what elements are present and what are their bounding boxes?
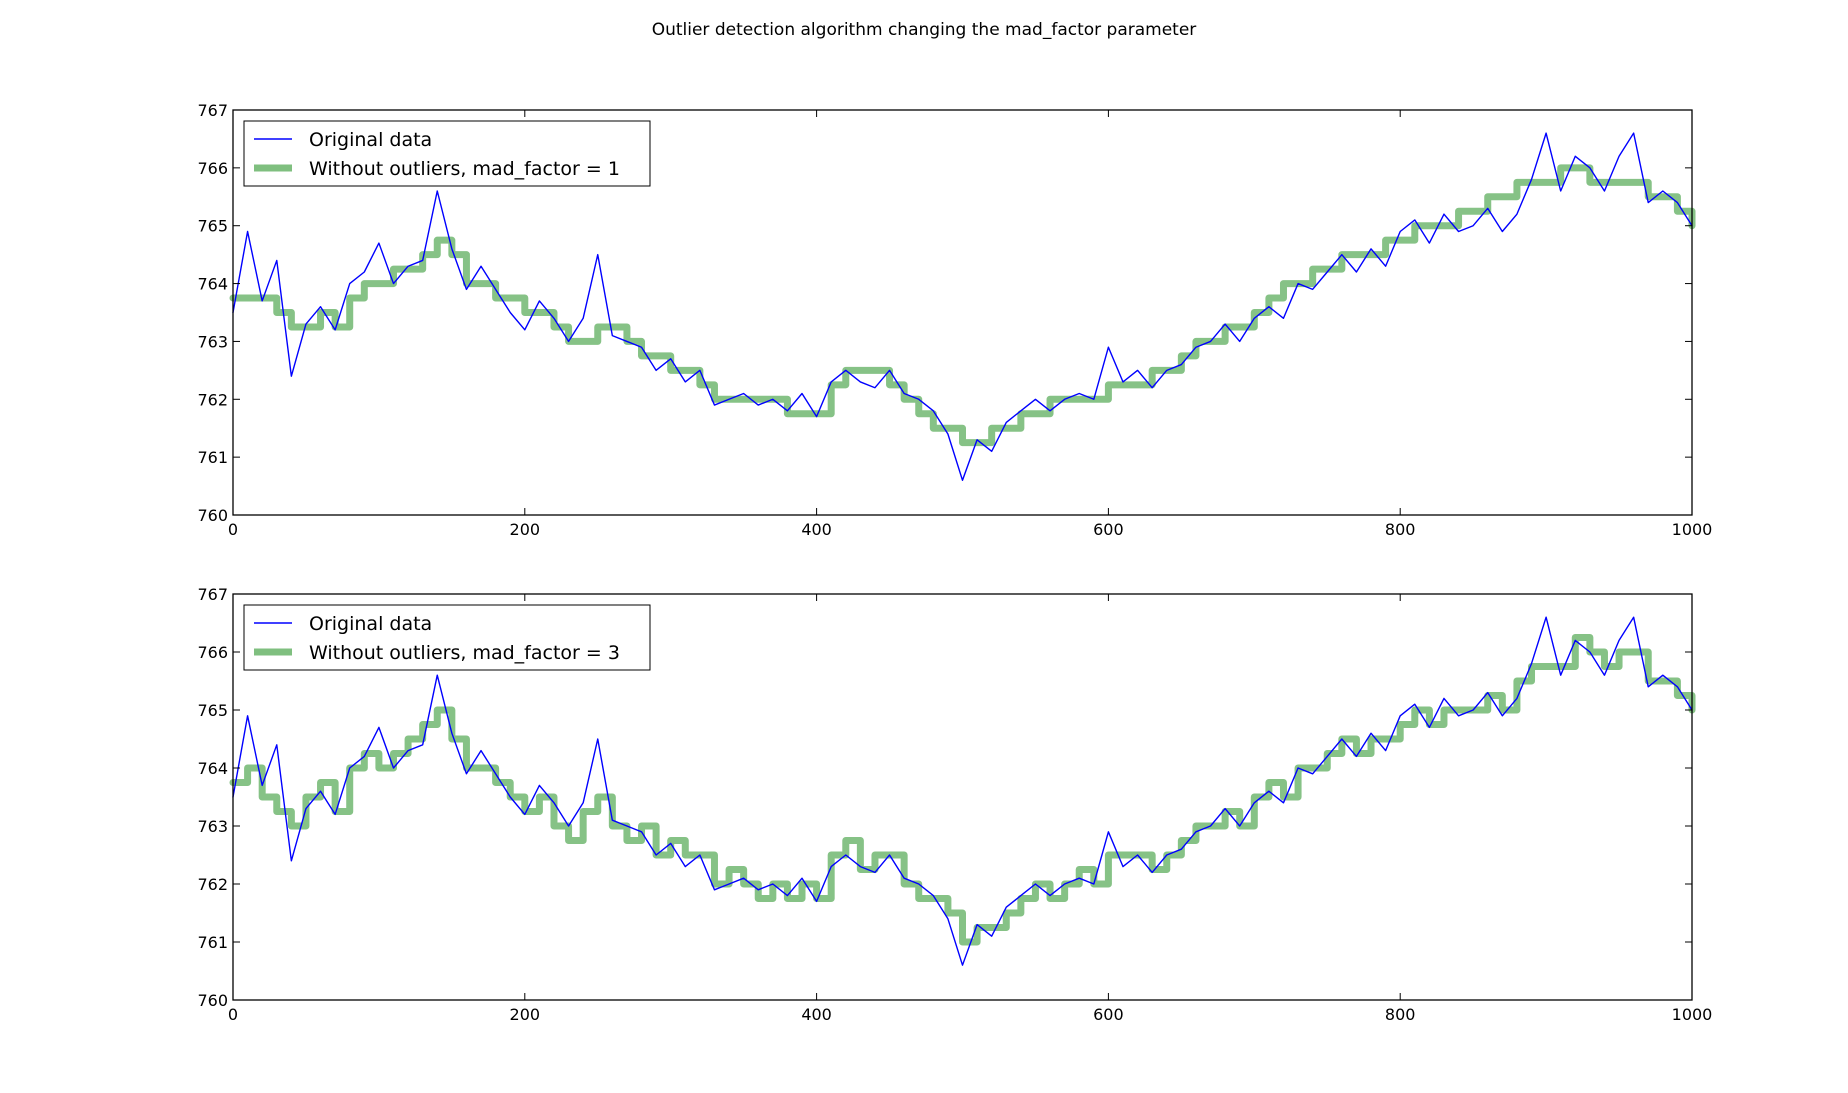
x-tick-label: 0 bbox=[228, 520, 238, 539]
y-tick-label: 764 bbox=[197, 759, 228, 778]
y-tick-label: 762 bbox=[197, 390, 228, 409]
x-tick-label: 800 bbox=[1385, 1005, 1416, 1024]
subplot-top: 0 200 400 600 800 1000 760 761 762 763 764 765 766 76… bbox=[197, 101, 1712, 539]
x-tick-label: 800 bbox=[1385, 520, 1416, 539]
y-tick-label: 763 bbox=[197, 332, 228, 351]
y-tick-label: 764 bbox=[197, 275, 228, 294]
x-tick-label: 1000 bbox=[1672, 1005, 1713, 1024]
series-line-filtered bbox=[229, 164, 1696, 447]
legend-label: Original data bbox=[309, 613, 432, 635]
x-tick-label: 600 bbox=[1093, 520, 1124, 539]
series-line-filtered bbox=[229, 634, 1696, 946]
series-line-original bbox=[232, 132, 1693, 481]
axes-frame bbox=[232, 109, 1693, 516]
legend: Original data Without outliers, mad_facto… bbox=[243, 604, 651, 671]
y-tick-label: 767 bbox=[197, 101, 228, 120]
x-tick-label: 0 bbox=[228, 1005, 238, 1024]
x-tick-label: 400 bbox=[801, 1005, 832, 1024]
legend-label: Original data bbox=[309, 129, 432, 151]
y-tick-label: 760 bbox=[197, 991, 228, 1010]
y-tick-label: 761 bbox=[197, 933, 228, 952]
y-tick-label: 762 bbox=[197, 875, 228, 894]
series-line-original bbox=[232, 616, 1693, 966]
y-tick-label: 766 bbox=[197, 643, 228, 662]
y-tick-label: 760 bbox=[197, 506, 228, 525]
x-tick-label: 1000 bbox=[1672, 520, 1713, 539]
legend-label: Without outliers, mad_factor = 3 bbox=[309, 642, 620, 664]
legend: Original data Without outliers, mad_facto… bbox=[243, 120, 651, 187]
subplot-bottom: 0 200 400 600 800 1000 760 761 762 763 764 765 766 76… bbox=[197, 585, 1712, 1024]
axes-frame bbox=[232, 593, 1693, 1001]
y-tick-label: 767 bbox=[197, 585, 228, 604]
y-tick-label: 761 bbox=[197, 448, 228, 467]
legend-label: Without outliers, mad_factor = 1 bbox=[309, 158, 620, 180]
x-tick-label: 200 bbox=[510, 520, 541, 539]
y-tick-label: 765 bbox=[197, 701, 228, 720]
x-tick-label: 600 bbox=[1093, 1005, 1124, 1024]
y-tick-label: 763 bbox=[197, 817, 228, 836]
x-tick-label: 200 bbox=[510, 1005, 541, 1024]
figure-title: Outlier detection algorithm changing the… bbox=[651, 20, 1197, 40]
y-tick-label: 765 bbox=[197, 217, 228, 236]
y-tick-label: 766 bbox=[197, 159, 228, 178]
x-tick-label: 400 bbox=[801, 520, 832, 539]
